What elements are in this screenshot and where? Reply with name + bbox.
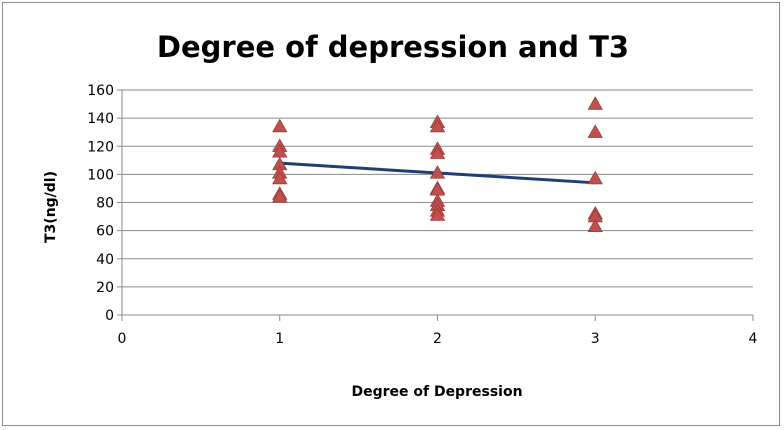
data-point <box>587 96 603 110</box>
data-point <box>429 207 446 221</box>
data-point <box>587 218 603 233</box>
data-point <box>429 145 446 159</box>
y-tick-label: 140 <box>87 111 114 127</box>
x-tick-label: 4 <box>749 331 758 347</box>
data-point <box>272 118 288 133</box>
data-point <box>429 182 446 196</box>
x-tick-label: 1 <box>275 331 284 347</box>
tick-labels: 0 20 40 60 80 100 120 140 160 0 1 2 3 4 <box>87 83 757 347</box>
y-tick-label: 160 <box>87 83 114 99</box>
y-axis-title: T3(ng/dl) <box>43 171 59 243</box>
x-tick-label: 0 <box>118 331 127 347</box>
data-point <box>587 170 603 185</box>
y-tick-label: 100 <box>87 167 114 183</box>
y-tick-label: 0 <box>105 308 114 324</box>
axes <box>117 89 754 321</box>
x-axis-title: Degree of Depression <box>351 384 522 400</box>
scatter-chart: Degree of depression and T3 020406080100… <box>43 30 758 400</box>
y-tick-label: 60 <box>96 224 114 240</box>
y-tick-label: 40 <box>96 252 114 268</box>
x-tick-label: 2 <box>433 331 442 347</box>
data-point <box>429 118 446 133</box>
y-tick-label: 120 <box>87 139 114 155</box>
y-tick-label: 20 <box>96 280 114 296</box>
y-tick-label: 80 <box>96 196 114 212</box>
data-points <box>272 96 603 233</box>
x-tick-label: 3 <box>591 331 600 347</box>
chart-title: Degree of depression and T3 <box>157 30 629 64</box>
data-point <box>272 189 288 203</box>
chart-frame: Degree of depression and T3 0 20 40 60 80 100… <box>2 2 780 426</box>
data-point <box>272 170 288 185</box>
data-point <box>587 124 603 138</box>
data-point <box>429 165 446 179</box>
